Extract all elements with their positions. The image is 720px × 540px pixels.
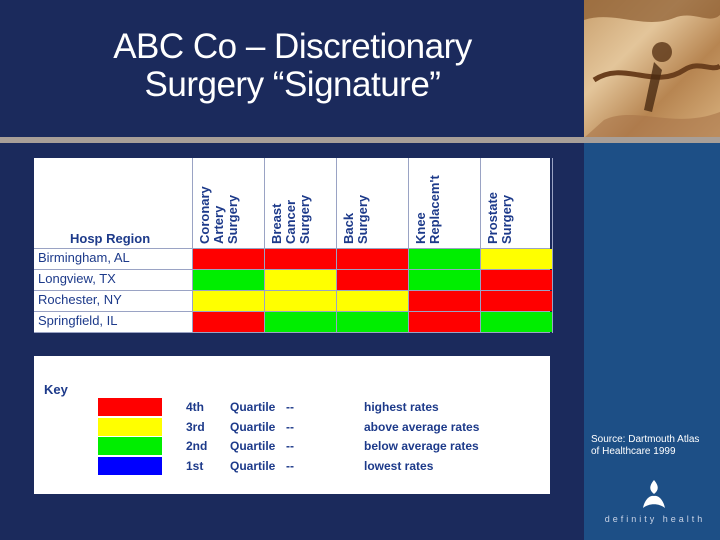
- rate-cell-red: [409, 291, 480, 311]
- key-dash: --: [286, 400, 294, 414]
- key-rank: 3rd: [186, 420, 205, 434]
- column-header: Coronary Artery Surgery: [192, 158, 264, 246]
- grid-line: [336, 158, 337, 333]
- definity-health-logo-icon: [643, 480, 665, 508]
- key-swatch-red: [98, 398, 162, 416]
- column-header-label: Back Surgery: [341, 194, 370, 244]
- key-dash: --: [286, 420, 294, 434]
- column-header-label: Breast Cancer Surgery: [269, 194, 312, 244]
- rate-cell-yellow: [481, 249, 552, 269]
- key-meaning: lowest rates: [364, 459, 434, 473]
- row-label: Rochester, NY: [38, 292, 122, 307]
- surgery-rate-matrix: Hosp Region Coronary Artery Surgery Breas…: [34, 158, 553, 333]
- grid-line: [34, 290, 550, 291]
- rate-cell-green: [409, 270, 480, 290]
- rate-cell-red: [481, 291, 552, 311]
- grid-line: [34, 311, 550, 312]
- rate-cell-red: [337, 249, 408, 269]
- grid-line: [552, 158, 553, 333]
- divider-bar: [0, 137, 720, 143]
- grid-line: [264, 158, 265, 333]
- column-header-label: Prostate Surgery: [485, 191, 514, 244]
- row-label: Longview, TX: [38, 271, 116, 286]
- rate-cell-yellow: [265, 270, 336, 290]
- key-word: Quartile: [230, 420, 276, 434]
- rate-cell-red: [337, 270, 408, 290]
- key-meaning: highest rates: [364, 400, 439, 414]
- column-header-label: Coronary Artery Surgery: [197, 186, 240, 244]
- column-header: Prostate Surgery: [480, 158, 552, 246]
- rate-cell-yellow: [193, 291, 264, 311]
- rate-cell-red: [409, 312, 480, 332]
- rate-cell-yellow: [265, 291, 336, 311]
- key-rank: 4th: [186, 400, 204, 414]
- key-dash: --: [286, 459, 294, 473]
- rate-cell-red: [193, 312, 264, 332]
- rate-cell-green: [265, 312, 336, 332]
- key-word: Quartile: [230, 400, 276, 414]
- rate-cell-green: [481, 312, 552, 332]
- key-swatch-green: [98, 437, 162, 455]
- column-header: Knee Replacem't: [408, 158, 480, 246]
- column-header: Breast Cancer Surgery: [264, 158, 336, 246]
- grid-line: [34, 248, 550, 249]
- key-title: Key: [44, 382, 68, 397]
- key-meaning: above average rates: [364, 420, 480, 434]
- column-header: Back Surgery: [336, 158, 408, 246]
- logo-wordmark: definity health: [604, 514, 706, 524]
- grid-line: [192, 158, 193, 333]
- key-meaning: below average rates: [364, 439, 479, 453]
- rate-cell-green: [193, 270, 264, 290]
- grid-line: [408, 158, 409, 333]
- key-swatch-yellow: [98, 418, 162, 436]
- rate-cell-green: [337, 312, 408, 332]
- rate-cell-yellow: [337, 291, 408, 311]
- rate-cell-red: [193, 249, 264, 269]
- row-label: Springfield, IL: [38, 313, 118, 328]
- decorative-artwork: [584, 0, 720, 138]
- grid-line: [34, 269, 550, 270]
- rate-cell-red: [265, 249, 336, 269]
- page-title: ABC Co – Discretionary Surgery “Signatur…: [113, 27, 472, 104]
- key-rank: 2nd: [186, 439, 208, 453]
- grid-line: [34, 332, 550, 333]
- key-rank: 1st: [186, 459, 204, 473]
- source-note: Source: Dartmouth Atlas of Healthcare 19…: [591, 434, 700, 457]
- row-header-hosp-region: Hosp Region: [70, 231, 151, 246]
- grid-line: [480, 158, 481, 333]
- row-label: Birmingham, AL: [38, 250, 130, 265]
- rate-cell-green: [409, 249, 480, 269]
- column-header-label: Knee Replacem't: [413, 175, 442, 244]
- rate-cell-red: [481, 270, 552, 290]
- key-word: Quartile: [230, 439, 276, 453]
- key-word: Quartile: [230, 459, 276, 473]
- key-swatch-blue: [98, 457, 162, 475]
- key-dash: --: [286, 439, 294, 453]
- color-key: Key 4th Quartile -- highest rates 3rd Quartil…: [34, 356, 550, 494]
